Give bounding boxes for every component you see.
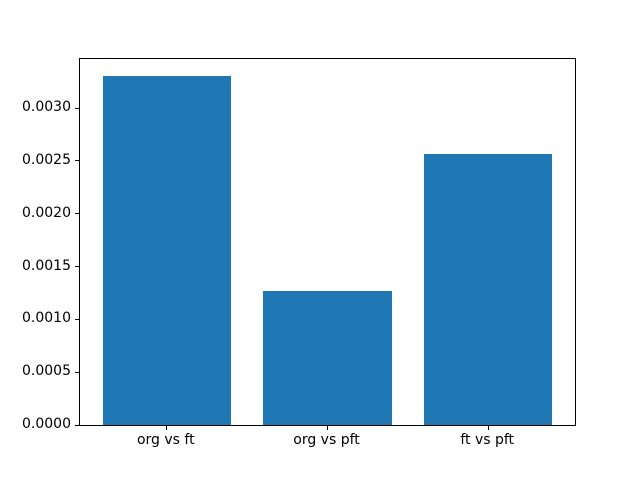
y-tick-label-4: 0.0020 [22,204,71,221]
x-tick-label-2: ft vs pft [460,432,515,448]
x-tick-mark-0 [166,426,168,430]
y-tick-label-0: 0.0000 [22,416,71,432]
x-tick-mark-2 [487,426,489,430]
y-tick-mark-6 [75,107,79,109]
x-tick-label-0: org vs ft [136,432,195,448]
bar-1 [263,290,392,425]
y-tick-mark-3 [75,266,79,268]
tick-layer [75,59,575,430]
y-tick-mark-5 [75,160,79,162]
y-tick-mark-2 [75,318,79,320]
y-tick-mark-0 [75,424,79,426]
x-tick-label-1: org vs pft [293,432,360,448]
y-tick-label-6: 0.0030 [22,99,71,116]
y-tick-label-5: 0.0025 [22,151,71,168]
bar-0 [102,76,232,425]
y-tick-label-2: 0.0010 [22,310,71,327]
y-tick-mark-1 [75,371,79,373]
y-tick-label-1: 0.0005 [22,363,71,380]
y-tick-mark-4 [75,213,79,215]
plot-area [75,58,576,430]
y-tick-label-3: 0.0015 [22,257,71,274]
bar-layer [80,59,575,425]
x-tick-mark-1 [327,426,328,430]
bar-2 [423,153,553,425]
